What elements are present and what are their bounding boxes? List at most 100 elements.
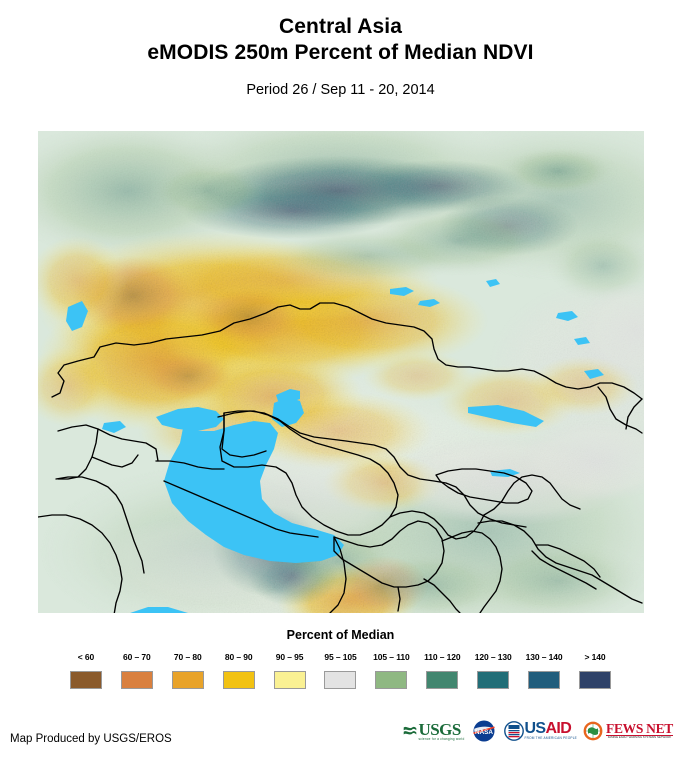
border-mongolia	[625, 398, 643, 430]
legend: Percent of Median < 60 60 – 70 70 – 80 8…	[0, 628, 681, 698]
legend-label: 90 – 95	[275, 652, 304, 662]
footer: Map Produced by USGS/EROS USGS science f…	[0, 714, 681, 758]
legend-label: 60 – 70	[123, 652, 151, 662]
border-iraq	[38, 514, 123, 613]
legend-swatch	[375, 671, 408, 689]
page-subtitle: Period 26 / Sep 11 - 20, 2014	[246, 82, 435, 98]
usgs-tagline: science for a changing world	[418, 736, 465, 741]
legend-item: 60 – 70	[111, 652, 162, 689]
partner-logos: USGS science for a changing world NASA	[403, 718, 673, 744]
border-tajikistan	[389, 510, 485, 540]
legend-item: 80 – 90	[213, 652, 264, 689]
border-russia-kazakhstan	[51, 302, 643, 400]
legend-item: 120 – 130	[468, 652, 519, 689]
fews-wordmark: FEWS NET	[606, 721, 673, 737]
lake-north-4	[556, 311, 578, 321]
country-borders	[38, 302, 643, 613]
lake-zaysan	[574, 337, 590, 345]
border-iran-east	[329, 536, 347, 613]
fews-net-logo: FEWS NET FAMINE EARLY WARNING SYSTEMS NE…	[582, 718, 673, 744]
aral-north	[276, 389, 300, 403]
border-azerbaijan	[91, 454, 139, 468]
map-credit: Map Produced by USGS/EROS	[10, 733, 172, 745]
usgs-wave-icon	[404, 726, 417, 735]
legend-label: 95 – 105	[324, 652, 357, 662]
usaid-tagline: FROM THE AMERICAN PEOPLE	[524, 736, 577, 740]
legend-item: 110 – 120	[417, 652, 468, 689]
border-iran-south	[55, 476, 145, 574]
border-nepal	[531, 544, 601, 590]
legend-items: < 60 60 – 70 70 – 80 80 – 90 90 – 95 95 …	[61, 652, 621, 698]
map-canvas	[38, 131, 644, 613]
lake-north-6	[584, 369, 604, 379]
legend-swatch	[528, 671, 561, 689]
usaid-wordmark: USAID	[524, 720, 577, 737]
legend-label: 120 – 130	[474, 652, 512, 662]
page-title-line1: Central Asia	[279, 15, 402, 38]
legend-item: < 60	[61, 652, 112, 689]
lake-north-3	[66, 301, 88, 331]
nasa-wordmark: NASA	[475, 729, 493, 736]
legend-swatch	[477, 671, 510, 689]
lake-north-5	[486, 279, 500, 287]
legend-swatch	[222, 671, 255, 689]
border-caucasus	[57, 428, 99, 480]
persian-gulf	[130, 607, 188, 613]
caspian-sea	[157, 412, 344, 563]
legend-item: 95 – 105	[315, 652, 366, 689]
usgs-logo: USGS science for a changing world	[403, 718, 464, 744]
ndvi-map	[38, 131, 644, 613]
caspian-north	[156, 407, 224, 431]
legend-item: > 140	[570, 652, 621, 689]
border-pakistan-india	[441, 530, 503, 613]
lake-balkhash	[468, 405, 544, 427]
legend-swatch	[273, 671, 306, 689]
legend-item: 90 – 95	[264, 652, 315, 689]
legend-swatch	[426, 671, 459, 689]
lake-north-2	[418, 299, 440, 307]
border-china-west	[483, 474, 581, 516]
usaid-aid: AID	[545, 720, 572, 737]
usaid-seal-icon	[504, 721, 525, 741]
legend-item: 130 – 140	[519, 652, 570, 689]
border-kyrgyzstan	[435, 468, 533, 504]
water-bodies	[66, 279, 604, 613]
legend-label: 105 – 110	[373, 652, 410, 662]
legend-swatch	[120, 671, 153, 689]
legend-item: 70 – 80	[162, 652, 213, 689]
legend-swatch	[324, 671, 357, 689]
border-china-south	[477, 520, 643, 604]
border-iran-north	[57, 424, 159, 462]
border-china-northeast	[597, 386, 643, 434]
legend-item: 105 – 110	[366, 652, 417, 689]
legend-swatch	[69, 671, 102, 689]
legend-label: 110 – 120	[424, 652, 461, 662]
fews-globe-icon	[583, 721, 603, 741]
legend-label: < 60	[77, 652, 95, 662]
usgs-wordmark: USGS	[418, 719, 461, 739]
border-uzbekistan	[219, 410, 399, 536]
legend-title: Percent of Median	[286, 628, 395, 642]
border-karakalpakstan	[221, 412, 267, 458]
legend-label: 70 – 80	[173, 652, 202, 662]
usaid-us: US	[524, 720, 546, 737]
legend-label: 80 – 90	[224, 652, 253, 662]
usaid-logo: USAID FROM THE AMERICAN PEOPLE	[504, 718, 577, 744]
legend-label: 130 – 140	[525, 652, 563, 662]
border-kazakhstan-south	[217, 410, 527, 528]
title-block: Central Asia eMODIS 250m Percent of Medi…	[0, 0, 681, 99]
lake-north-1	[390, 287, 414, 296]
aral-sea	[272, 397, 304, 427]
nasa-logo: NASA	[473, 720, 496, 742]
page-title-line2: eMODIS 250m Percent of Median NDVI	[147, 41, 534, 64]
legend-label: > 140	[584, 652, 606, 662]
border-turkmenistan	[155, 460, 319, 538]
fews-tagline: FAMINE EARLY WARNING SYSTEMS NETWORK	[607, 735, 672, 740]
positive-anomaly-zones	[148, 146, 644, 613]
legend-swatch	[171, 671, 204, 689]
border-pakistan	[397, 578, 461, 613]
border-afghanistan	[333, 520, 445, 588]
raster-speckle	[38, 131, 644, 613]
lake-west-1	[102, 421, 126, 433]
